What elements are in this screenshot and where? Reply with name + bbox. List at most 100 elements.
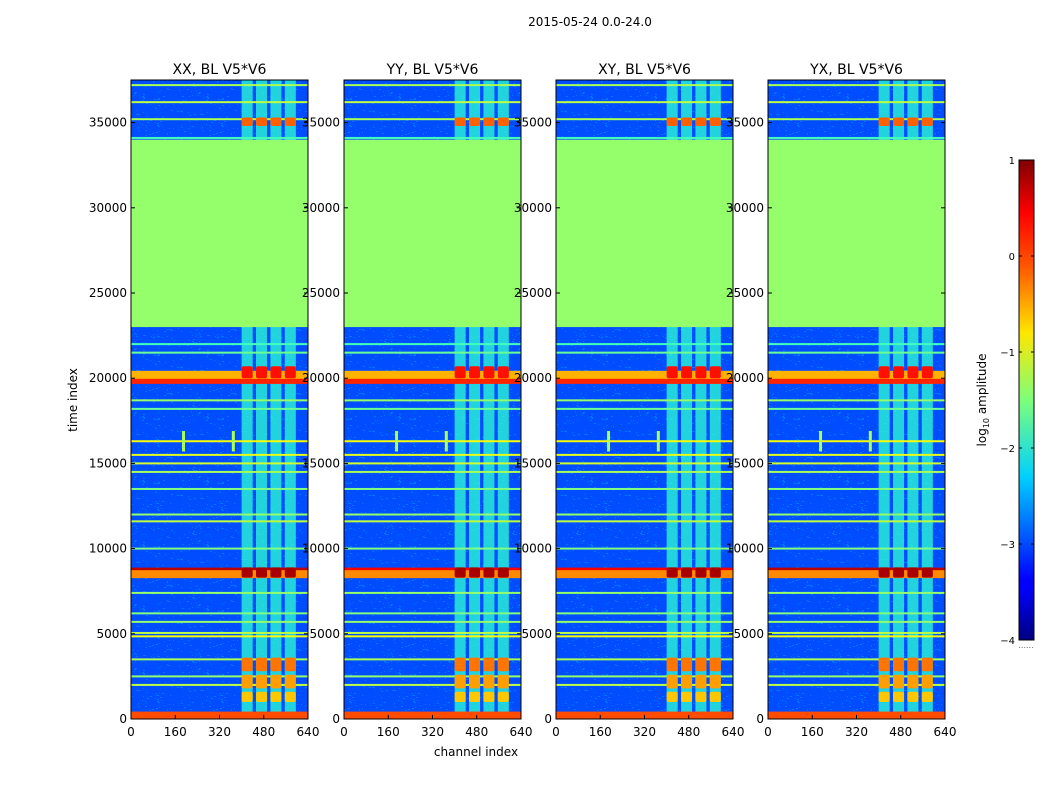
- y-tick-label: 20000: [514, 371, 552, 385]
- time-band-line: [131, 84, 308, 87]
- time-band-line: [768, 658, 945, 661]
- hot-block-segment: [270, 117, 282, 127]
- hot-block-segment: [284, 567, 296, 578]
- hot-block-segment: [497, 567, 509, 578]
- y-tick-label: 35000: [89, 116, 127, 130]
- hot-block-segment: [284, 366, 296, 379]
- time-band-line: [556, 635, 733, 638]
- time-band-line: [344, 101, 521, 104]
- y-tick-label: 15000: [302, 456, 340, 470]
- y-tick-label: 20000: [302, 371, 340, 385]
- hot-block-segment: [469, 674, 481, 689]
- y-tick-label: 15000: [89, 456, 127, 470]
- hot-block-segment: [454, 117, 466, 127]
- time-band-line: [768, 407, 945, 410]
- hot-block-segment: [284, 657, 296, 672]
- hot-block-segment: [469, 657, 481, 672]
- time-band-line: [131, 520, 308, 523]
- hot-block-segment: [256, 657, 268, 672]
- y-tick-label: 25000: [514, 286, 552, 300]
- time-band-line: [556, 612, 733, 615]
- time-band-line: [344, 683, 521, 686]
- colorbar-gradient: [1018, 159, 1035, 641]
- time-band-line: [131, 487, 308, 490]
- x-tick-label: 320: [633, 725, 656, 739]
- hot-block-segment: [921, 657, 933, 672]
- time-band-line: [556, 675, 733, 678]
- time-band-line: [344, 570, 521, 579]
- hot-block-segment: [695, 657, 707, 672]
- panel-title: YX, BL V5*V6: [809, 62, 903, 78]
- time-band-line: [768, 462, 945, 465]
- hot-block-segment: [709, 567, 721, 578]
- time-band-line: [768, 591, 945, 594]
- time-band-line: [768, 675, 945, 678]
- time-band-line: [556, 118, 733, 121]
- x-tick-label: 480: [465, 725, 488, 739]
- time-band-line: [768, 487, 945, 490]
- time-band-line: [556, 591, 733, 594]
- time-band-line: [556, 136, 733, 139]
- hot-block-segment: [270, 567, 282, 578]
- time-band-line: [131, 513, 308, 516]
- hot-block-segment: [256, 117, 268, 127]
- time-band-line: [131, 343, 308, 346]
- flagged-region: [556, 139, 733, 328]
- time-band-line: [768, 620, 945, 623]
- hot-block-segment: [907, 674, 919, 689]
- time-band-line: [131, 118, 308, 121]
- time-band-line: [344, 591, 521, 594]
- colorbar-label-log: log: [975, 428, 989, 446]
- hot-block-segment: [893, 674, 905, 689]
- time-band-line: [556, 407, 733, 410]
- hot-block-segment: [878, 674, 890, 689]
- time-band-line: [131, 101, 308, 104]
- time-band-line: [556, 547, 733, 550]
- y-tick-label: 30000: [302, 201, 340, 215]
- y-tick-label: 0: [544, 712, 552, 726]
- time-band-line: [556, 84, 733, 87]
- time-band-line: [131, 635, 308, 638]
- time-band-line: [344, 84, 521, 87]
- time-band-line: [768, 631, 945, 634]
- time-band-line: [131, 620, 308, 623]
- time-band-line: [131, 658, 308, 661]
- hot-block-segment: [284, 691, 296, 702]
- hot-block-segment: [256, 674, 268, 689]
- time-band-line: [556, 470, 733, 473]
- y-tick-label: 0: [332, 712, 340, 726]
- time-band-line: [768, 513, 945, 516]
- x-tick-label: 160: [164, 725, 187, 739]
- y-tick-label: 35000: [302, 116, 340, 130]
- time-band-line: [131, 375, 308, 384]
- hot-block-segment: [709, 691, 721, 702]
- flagged-region: [344, 139, 521, 328]
- hot-block-segment: [681, 657, 693, 672]
- time-band-line: [556, 487, 733, 490]
- time-band-line: [556, 620, 733, 623]
- time-band-line: [131, 470, 308, 473]
- time-band-line: [131, 612, 308, 615]
- y-tick-label: 30000: [89, 201, 127, 215]
- x-tick-label: 640: [297, 725, 320, 739]
- time-band-line: [768, 520, 945, 523]
- hot-block-segment: [270, 657, 282, 672]
- hot-block-segment: [695, 567, 707, 578]
- time-band-line: [131, 370, 308, 379]
- time-band-line: [344, 462, 521, 465]
- time-band-line: [344, 520, 521, 523]
- time-band-line: [131, 399, 308, 402]
- spike-mark: [868, 431, 872, 452]
- heatmap-panel: YY, BL V5*V6 0 160 320 480 640 0 5000 10000 15000…: [302, 62, 533, 739]
- time-band-line: [768, 136, 945, 139]
- hot-block-segment: [454, 567, 466, 578]
- hot-block-segment: [483, 657, 495, 672]
- hot-block-segment: [695, 691, 707, 702]
- hot-block-segment: [454, 657, 466, 672]
- hot-block-segment: [454, 674, 466, 689]
- hot-block-segment: [666, 691, 678, 702]
- spike-mark: [607, 431, 611, 452]
- hot-block-segment: [483, 117, 495, 127]
- time-band-line: [344, 453, 521, 456]
- time-band-line: [556, 462, 733, 465]
